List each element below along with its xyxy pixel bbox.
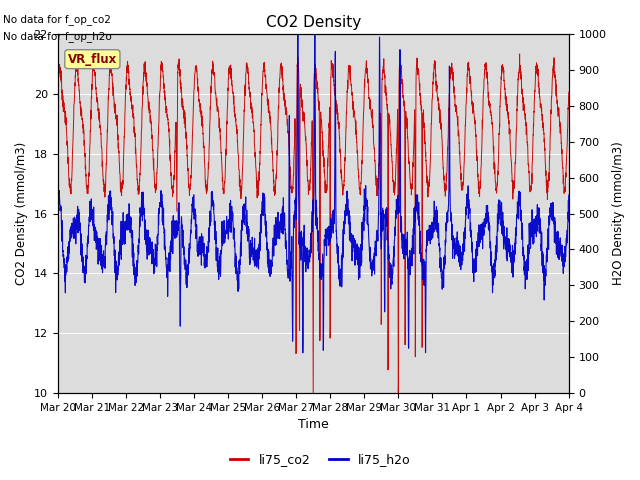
Title: CO2 Density: CO2 Density xyxy=(266,15,361,30)
Text: No data for f_op_h2o: No data for f_op_h2o xyxy=(3,31,112,42)
Text: No data for f_op_co2: No data for f_op_co2 xyxy=(3,14,111,25)
Legend: li75_co2, li75_h2o: li75_co2, li75_h2o xyxy=(225,448,415,471)
Text: VR_flux: VR_flux xyxy=(68,53,117,66)
X-axis label: Time: Time xyxy=(298,419,328,432)
Y-axis label: H2O Density (mmol/m3): H2O Density (mmol/m3) xyxy=(612,142,625,286)
Y-axis label: CO2 Density (mmol/m3): CO2 Density (mmol/m3) xyxy=(15,142,28,285)
